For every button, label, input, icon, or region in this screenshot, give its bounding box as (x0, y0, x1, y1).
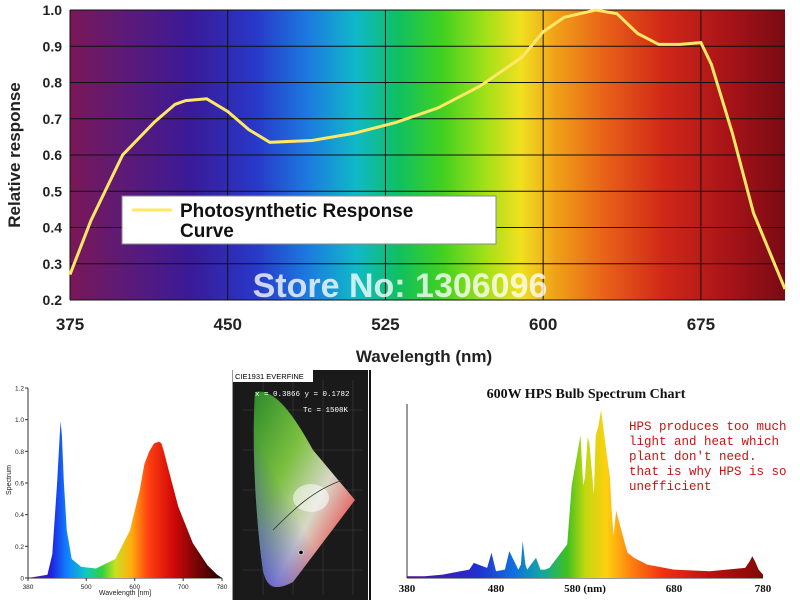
hps-annotation-line5: unefficient (629, 480, 712, 494)
hps-x-tick-label: 680 (666, 583, 683, 595)
bl-y-tick-label: 0.8 (15, 449, 24, 456)
photosynthetic-response-line (68, 8, 787, 290)
top-x-tick-label: 525 (371, 315, 399, 334)
legend-label-line2: Curve (180, 221, 234, 242)
top-x-tick-label: 600 (529, 315, 557, 334)
hps-annotation-line4: that is why HPS is so (629, 465, 787, 479)
hps-title: 600W HPS Bulb Spectrum Chart (487, 387, 686, 402)
top-x-tick-label: 375 (56, 315, 84, 334)
photosynthetic-response-svg: 0.2 0.3 0.4 0.5 0.6 0.7 0.8 0.9 1.0 375 450 525 600… (5, 2, 787, 366)
top-y-tick-label: 0.7 (43, 111, 63, 127)
bl-y-tick-label: 0.4 (15, 512, 24, 519)
bl-y-tick-label: 0.2 (15, 544, 24, 551)
cie-white-region (293, 484, 329, 512)
top-y-tick-label: 0.2 (43, 292, 63, 308)
bl-x-tick-label: 780 (217, 584, 228, 591)
store-watermark: Store No: 1306096 (253, 267, 548, 305)
bl-y-tick-label: 1.2 (15, 386, 24, 393)
hps-x-tick-label: 480 (488, 583, 505, 595)
top-y-tick-label: 1.0 (43, 2, 63, 18)
bl-y-tick-label: 0.6 (15, 481, 24, 488)
hps-x-tick-label: 580 (nm) (564, 583, 606, 595)
bl-y-ticks: 0 0.2 0.4 0.6 0.8 1.0 1.2 (15, 386, 28, 583)
bl-y-tick-label: 1.0 (15, 417, 24, 424)
hps-spectrum-chart: 600W HPS Bulb Spectrum Chart 380 480 580 (… (369, 370, 800, 600)
legend-label: Photosynthetic Response (180, 201, 413, 222)
chromaticity-point (298, 549, 304, 555)
cie1931-svg: CIE1931 EVERFINE x = 0.3866 y = 0.1782 T… (233, 370, 368, 600)
hps-annotation-line1: HPS produces too much (629, 420, 787, 434)
cie-title: CIE1931 EVERFINE (235, 372, 304, 381)
top-x-tick-label: 450 (214, 315, 242, 334)
x-axis-label: Wavelength (nm) (356, 347, 492, 366)
hps-spectrum-area (407, 410, 763, 578)
bl-y-tick-label: 0 (20, 576, 24, 583)
bl-x-axis-label: Wavelength [nm] (99, 590, 151, 597)
hps-x-tick-label: 780 (755, 583, 772, 595)
bl-x-tick-label: 500 (81, 584, 92, 591)
top-y-tick-label: 0.4 (43, 220, 63, 236)
hps-x-tick-label: 380 (399, 583, 416, 595)
legend-box (121, 195, 497, 245)
top-y-ticks: 0.2 0.3 0.4 0.5 0.6 0.7 0.8 0.9 1.0 (43, 2, 63, 308)
y-axis-label: Relative response (5, 82, 24, 228)
cie-tc-readout: Tc = 1508K (303, 407, 349, 415)
bl-x-tick-label: 600 (129, 584, 140, 591)
top-y-tick-label: 0.8 (43, 75, 63, 91)
led-spectrum-chart: 0 0.2 0.4 0.6 0.8 1.0 1.2 380 500 600 700 780 Wave… (0, 370, 233, 600)
top-x-tick-label: 675 (687, 315, 715, 334)
led-spectrum-area (28, 421, 222, 578)
top-y-tick-label: 0.9 (43, 38, 63, 54)
photosynthetic-response-chart: 0.2 0.3 0.4 0.5 0.6 0.7 0.8 0.9 1.0 375 450 525 600… (5, 2, 787, 366)
cie-xy-readout: x = 0.3866 y = 0.1782 (255, 391, 350, 399)
top-y-tick-label: 0.5 (43, 183, 63, 199)
bl-y-axis-label: Spectrum (6, 465, 13, 495)
hps-spectrum-svg: 600W HPS Bulb Spectrum Chart 380 480 580 (… (399, 387, 794, 595)
hps-annotation: HPS produces too much light and heat whi… (629, 420, 794, 494)
hps-x-ticks: 380 480 580 (nm) 680 780 (399, 583, 772, 595)
top-x-ticks: 375 450 525 600 675 (56, 315, 715, 334)
top-y-tick-label: 0.6 (43, 147, 63, 163)
bl-x-tick-label: 700 (178, 584, 189, 591)
hps-annotation-line3: plant don't need. (629, 450, 757, 464)
bl-x-ticks: 380 500 600 700 780 (23, 578, 228, 591)
hps-annotation-line2: light and heat which (629, 435, 779, 449)
cie-title-bar (233, 370, 313, 382)
planckian-locus (272, 479, 344, 531)
bl-x-tick-label: 380 (23, 584, 34, 591)
led-spectrum-svg: 0 0.2 0.4 0.6 0.8 1.0 1.2 380 500 600 700 780 Wave… (6, 386, 228, 598)
cie1931-chart: CIE1931 EVERFINE x = 0.3866 y = 0.1782 T… (233, 370, 368, 600)
top-y-tick-label: 0.3 (43, 256, 63, 272)
